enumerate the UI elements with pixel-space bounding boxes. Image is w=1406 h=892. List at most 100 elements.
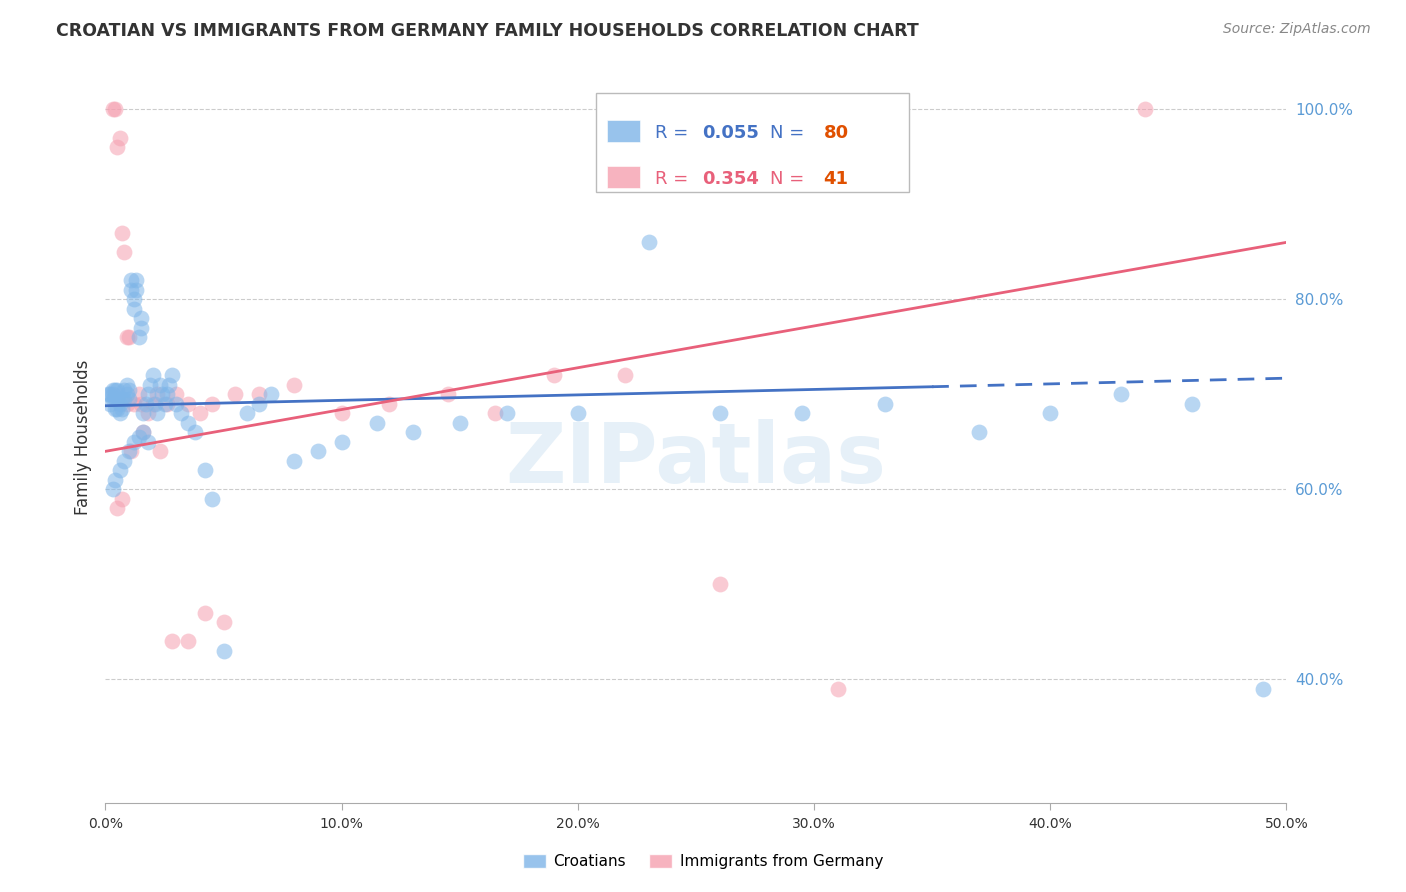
Point <box>101 383 124 397</box>
Point <box>170 406 193 420</box>
Point <box>153 397 176 411</box>
Point <box>212 644 235 658</box>
FancyBboxPatch shape <box>607 120 641 142</box>
Point <box>709 406 731 420</box>
Point <box>98 387 121 401</box>
Point <box>156 387 179 401</box>
FancyBboxPatch shape <box>596 94 908 192</box>
Point <box>101 103 124 117</box>
Point <box>212 615 235 630</box>
Point <box>969 425 991 440</box>
Point <box>98 397 121 411</box>
Point <box>101 483 124 497</box>
Point <box>873 397 896 411</box>
Point <box>105 383 128 397</box>
Point <box>132 425 155 440</box>
Point <box>401 425 423 440</box>
Point <box>118 444 141 458</box>
Point <box>177 397 200 411</box>
Point <box>104 103 127 117</box>
Point <box>637 235 659 250</box>
Point <box>142 397 165 411</box>
Point <box>129 321 152 335</box>
Point <box>115 377 138 392</box>
Point <box>484 406 506 420</box>
Point <box>201 491 224 506</box>
Point <box>120 283 142 297</box>
Point <box>118 392 141 406</box>
Point <box>143 397 166 411</box>
Point <box>260 387 283 401</box>
Point <box>792 406 814 420</box>
Point <box>128 430 150 444</box>
Point <box>142 368 165 383</box>
Point <box>108 463 131 477</box>
Y-axis label: Family Households: Family Households <box>73 359 91 515</box>
Point <box>177 416 200 430</box>
Point <box>165 387 187 401</box>
Point <box>104 383 127 397</box>
Point <box>105 392 128 406</box>
Point <box>136 434 159 449</box>
Point <box>165 397 187 411</box>
Point <box>157 377 180 392</box>
Point <box>128 330 150 344</box>
Point <box>194 463 217 477</box>
Point <box>104 401 127 416</box>
Text: N =: N = <box>770 170 810 188</box>
Point <box>108 406 131 420</box>
Point <box>146 406 169 420</box>
Point <box>120 444 142 458</box>
Point <box>108 397 131 411</box>
Point <box>104 473 127 487</box>
Point <box>449 416 471 430</box>
Point <box>111 392 134 406</box>
Point <box>194 606 217 620</box>
Point <box>149 377 172 392</box>
Point <box>104 392 127 406</box>
Point <box>184 425 207 440</box>
Point <box>139 377 162 392</box>
Point <box>125 273 148 287</box>
Point <box>543 368 565 383</box>
Point <box>709 577 731 591</box>
Point <box>122 397 145 411</box>
Point <box>122 293 145 307</box>
Point <box>177 634 200 648</box>
Text: N =: N = <box>770 124 810 142</box>
Text: 0.354: 0.354 <box>702 170 759 188</box>
Point <box>112 383 135 397</box>
Point <box>132 406 155 420</box>
Point <box>111 226 134 240</box>
Point <box>160 368 183 383</box>
Point <box>129 397 152 411</box>
Point <box>437 387 460 401</box>
Point <box>188 406 211 420</box>
Point <box>827 681 849 696</box>
Point <box>97 387 120 401</box>
Point <box>122 434 145 449</box>
Point <box>1109 387 1132 401</box>
Text: 80: 80 <box>824 124 849 142</box>
Point <box>128 387 150 401</box>
Point <box>112 392 135 406</box>
Point <box>136 387 159 401</box>
Point <box>1251 681 1274 696</box>
Point <box>146 387 169 401</box>
Text: ZIPatlas: ZIPatlas <box>506 418 886 500</box>
Point <box>136 406 159 420</box>
Point <box>115 387 138 401</box>
Point <box>115 330 138 344</box>
FancyBboxPatch shape <box>607 166 641 188</box>
Point <box>201 397 224 411</box>
Point <box>115 397 138 411</box>
Point <box>330 406 353 420</box>
Text: 41: 41 <box>824 170 849 188</box>
Point <box>160 634 183 648</box>
Point <box>496 406 519 420</box>
Point <box>247 397 270 411</box>
Point <box>224 387 246 401</box>
Point <box>366 416 388 430</box>
Point <box>120 273 142 287</box>
Legend: Croatians, Immigrants from Germany: Croatians, Immigrants from Germany <box>517 848 889 875</box>
